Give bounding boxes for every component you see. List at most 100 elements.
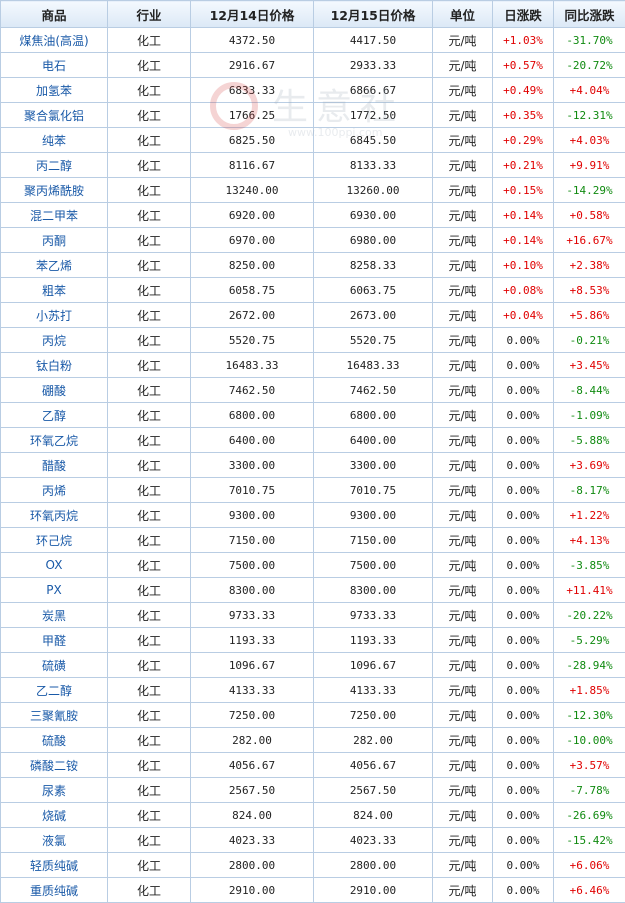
- product-name: 醋酸: [1, 453, 108, 478]
- industry: 化工: [108, 378, 191, 403]
- yoy-change: -0.21%: [554, 328, 625, 353]
- industry: 化工: [108, 478, 191, 503]
- product-name: 环氧乙烷: [1, 428, 108, 453]
- price-dec15: 1096.67: [314, 653, 433, 678]
- industry: 化工: [108, 228, 191, 253]
- industry: 化工: [108, 703, 191, 728]
- industry: 化工: [108, 328, 191, 353]
- price-dec15: 1772.50: [314, 103, 433, 128]
- daily-change: 0.00%: [493, 753, 554, 778]
- product-name: 液氯: [1, 828, 108, 853]
- price-dec15: 16483.33: [314, 353, 433, 378]
- daily-change: +0.10%: [493, 253, 554, 278]
- industry: 化工: [108, 128, 191, 153]
- yoy-change: -20.22%: [554, 603, 625, 628]
- price-dec14: 6825.50: [191, 128, 314, 153]
- price-dec14: 2672.00: [191, 303, 314, 328]
- unit: 元/吨: [433, 828, 493, 853]
- price-dec14: 16483.33: [191, 353, 314, 378]
- yoy-change: -10.00%: [554, 728, 625, 753]
- price-dec15: 3300.00: [314, 453, 433, 478]
- daily-change: 0.00%: [493, 528, 554, 553]
- unit: 元/吨: [433, 403, 493, 428]
- unit: 元/吨: [433, 528, 493, 553]
- unit: 元/吨: [433, 703, 493, 728]
- product-name: 磷酸二铵: [1, 753, 108, 778]
- industry: 化工: [108, 678, 191, 703]
- price-dec15: 4056.67: [314, 753, 433, 778]
- product-name: 环己烷: [1, 528, 108, 553]
- product-name: 苯乙烯: [1, 253, 108, 278]
- daily-change: +0.14%: [493, 203, 554, 228]
- price-dec15: 2800.00: [314, 853, 433, 878]
- price-dec14: 7010.75: [191, 478, 314, 503]
- price-dec14: 4023.33: [191, 828, 314, 853]
- price-dec14: 7462.50: [191, 378, 314, 403]
- daily-change: 0.00%: [493, 453, 554, 478]
- unit: 元/吨: [433, 878, 493, 903]
- yoy-change: -5.88%: [554, 428, 625, 453]
- price-dec15: 2567.50: [314, 778, 433, 803]
- unit: 元/吨: [433, 778, 493, 803]
- unit: 元/吨: [433, 428, 493, 453]
- yoy-change: -7.78%: [554, 778, 625, 803]
- yoy-change: -1.09%: [554, 403, 625, 428]
- daily-change: +0.08%: [493, 278, 554, 303]
- price-dec15: 6866.67: [314, 78, 433, 103]
- yoy-change: -31.70%: [554, 28, 625, 53]
- industry: 化工: [108, 78, 191, 103]
- unit: 元/吨: [433, 328, 493, 353]
- yoy-change: -8.17%: [554, 478, 625, 503]
- product-name: 尿素: [1, 778, 108, 803]
- price-dec14: 6400.00: [191, 428, 314, 453]
- daily-change: 0.00%: [493, 678, 554, 703]
- daily-change: 0.00%: [493, 628, 554, 653]
- unit: 元/吨: [433, 28, 493, 53]
- product-name: 电石: [1, 53, 108, 78]
- price-dec15: 6800.00: [314, 403, 433, 428]
- industry: 化工: [108, 428, 191, 453]
- yoy-change: +0.58%: [554, 203, 625, 228]
- price-dec14: 3300.00: [191, 453, 314, 478]
- price-dec14: 1096.67: [191, 653, 314, 678]
- product-name: 丙二醇: [1, 153, 108, 178]
- unit: 元/吨: [433, 653, 493, 678]
- yoy-change: +3.69%: [554, 453, 625, 478]
- unit: 元/吨: [433, 578, 493, 603]
- unit: 元/吨: [433, 853, 493, 878]
- unit: 元/吨: [433, 53, 493, 78]
- unit: 元/吨: [433, 378, 493, 403]
- unit: 元/吨: [433, 128, 493, 153]
- yoy-change: -3.85%: [554, 553, 625, 578]
- industry: 化工: [108, 578, 191, 603]
- industry: 化工: [108, 728, 191, 753]
- product-name: 乙醇: [1, 403, 108, 428]
- unit: 元/吨: [433, 353, 493, 378]
- industry: 化工: [108, 453, 191, 478]
- industry: 化工: [108, 353, 191, 378]
- price-dec15: 6980.00: [314, 228, 433, 253]
- unit: 元/吨: [433, 478, 493, 503]
- industry: 化工: [108, 203, 191, 228]
- product-name: 硫酸: [1, 728, 108, 753]
- price-dec15: 2673.00: [314, 303, 433, 328]
- unit: 元/吨: [433, 503, 493, 528]
- unit: 元/吨: [433, 203, 493, 228]
- yoy-change: -12.31%: [554, 103, 625, 128]
- price-dec15: 282.00: [314, 728, 433, 753]
- price-dec14: 1766.25: [191, 103, 314, 128]
- price-dec14: 2916.67: [191, 53, 314, 78]
- daily-change: 0.00%: [493, 378, 554, 403]
